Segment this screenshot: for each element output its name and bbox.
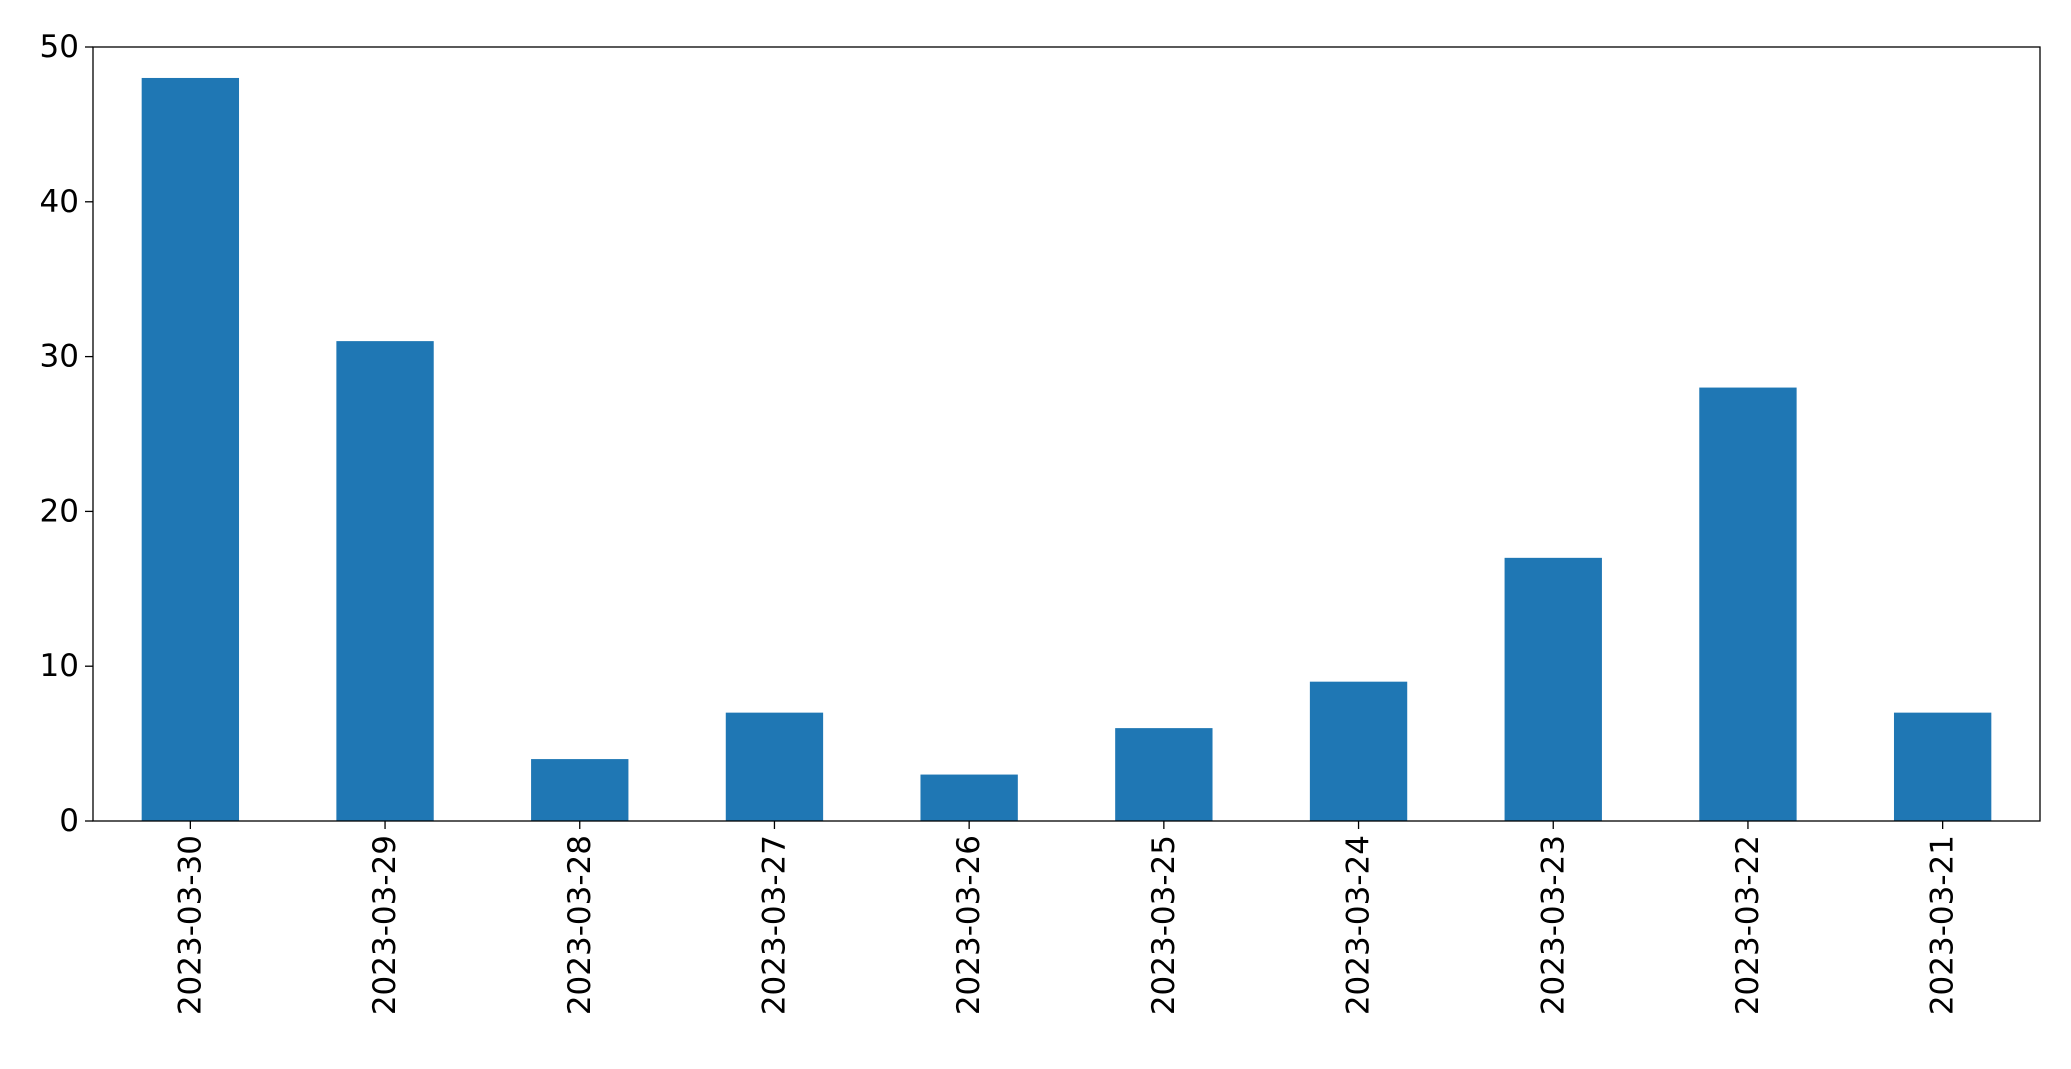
x-tick-label: 2023-03-30 <box>172 835 208 1015</box>
bar-2023-03-23 <box>1504 557 1602 821</box>
x-tick-label: 2023-03-28 <box>562 835 598 1015</box>
plot-frame <box>92 46 2041 822</box>
x-tick-label: 2023-03-22 <box>1730 835 1766 1015</box>
bar-2023-03-28 <box>531 759 629 821</box>
x-tick-label: 2023-03-25 <box>1146 835 1182 1015</box>
y-tick-label: 0 <box>59 803 79 839</box>
bar-2023-03-22 <box>1699 387 1797 821</box>
x-tick-label: 2023-03-23 <box>1535 835 1571 1015</box>
bar-2023-03-21 <box>1893 712 1992 821</box>
y-tick-label: 20 <box>40 493 79 529</box>
x-tick-label: 2023-03-26 <box>951 835 987 1015</box>
bar-2023-03-27 <box>725 712 824 821</box>
bar-2023-03-25 <box>1115 728 1213 821</box>
x-tick-label: 2023-03-21 <box>1925 835 1961 1015</box>
axes-layer <box>92 46 2041 822</box>
x-tick-label: 2023-03-24 <box>1341 835 1377 1015</box>
y-axis-ticks: 0 10 20 30 40 50 <box>40 29 93 839</box>
y-tick-label: 50 <box>40 29 79 65</box>
y-tick-label: 40 <box>40 184 79 220</box>
y-tick-label: 10 <box>40 648 79 684</box>
bar-2023-03-26 <box>920 774 1018 821</box>
bars-layer <box>141 77 1992 821</box>
bar-2023-03-24 <box>1309 681 1408 821</box>
bar-2023-03-30 <box>141 77 240 821</box>
x-tick-label: 2023-03-29 <box>367 835 403 1015</box>
bar-2023-03-29 <box>336 341 434 821</box>
x-tick-label: 2023-03-27 <box>756 835 792 1015</box>
x-axis-ticks: 2023-03-30 2023-03-29 2023-03-28 2023-03-27… <box>172 821 1961 1015</box>
y-tick-label: 30 <box>40 339 79 375</box>
